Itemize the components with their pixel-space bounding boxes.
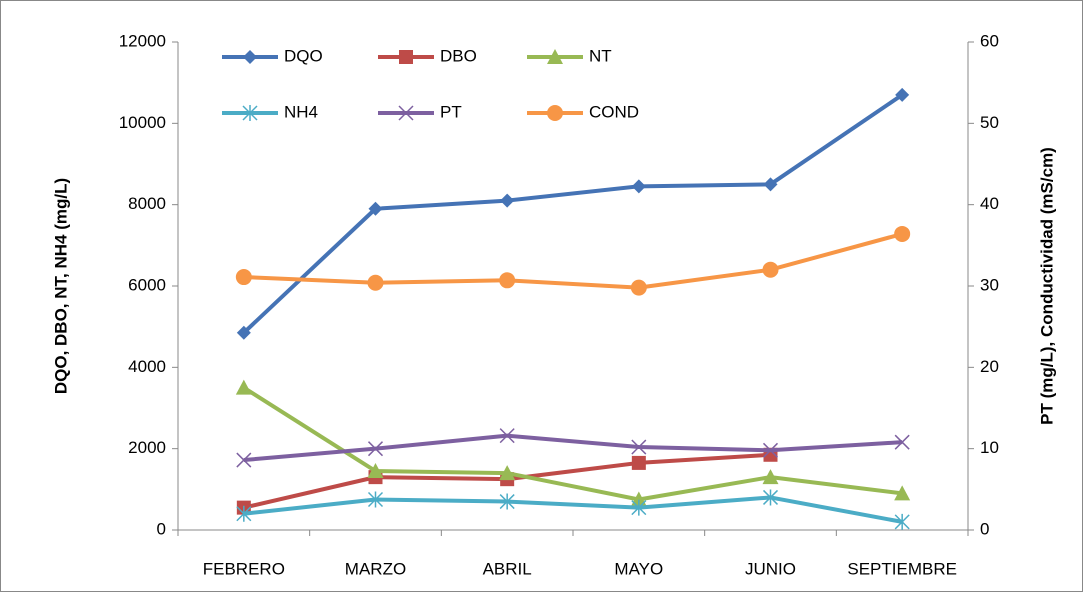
marker <box>236 505 252 522</box>
y-tick-label: 8000 <box>128 194 166 213</box>
legend-label: COND <box>589 102 639 121</box>
marker <box>763 177 778 192</box>
marker <box>367 463 384 479</box>
y-tick-label: 6000 <box>128 275 166 294</box>
y-tick-label: 10000 <box>119 113 166 132</box>
marker <box>762 442 779 458</box>
marker <box>242 105 258 121</box>
y2-axis-title: PT (mg/L), Conductividad (mS/cm) <box>1037 147 1056 425</box>
marker <box>762 469 779 485</box>
marker <box>894 434 910 450</box>
marker <box>762 489 779 506</box>
legend-label: NT <box>589 46 612 65</box>
y2-tick-label: 50 <box>980 113 999 132</box>
marker <box>499 465 516 481</box>
marker <box>236 325 251 340</box>
x-tick-label: MAYO <box>614 559 663 578</box>
y2-tick-label: 20 <box>980 357 999 376</box>
series-line <box>243 495 903 524</box>
marker <box>499 272 516 289</box>
marker <box>243 50 257 64</box>
marker <box>500 193 515 208</box>
y2-tick-label: 60 <box>980 31 999 50</box>
marker <box>399 50 413 64</box>
y-tick-label: 0 <box>157 519 166 538</box>
series-line <box>242 93 904 335</box>
y2-tick-label: 30 <box>980 275 999 294</box>
marker <box>367 274 384 291</box>
marker <box>894 513 910 530</box>
marker <box>236 452 252 468</box>
marker <box>895 87 910 102</box>
legend-label: NH4 <box>284 102 318 121</box>
series-line <box>242 385 903 502</box>
marker <box>367 441 384 457</box>
marker <box>894 485 911 501</box>
marker <box>894 225 911 242</box>
x-tick-label: MARZO <box>345 559 406 578</box>
series-line <box>243 433 903 463</box>
marker <box>631 439 647 455</box>
marker <box>547 49 563 64</box>
marker <box>235 269 252 286</box>
y-tick-label: 2000 <box>128 438 166 457</box>
marker <box>630 279 647 296</box>
marker <box>499 428 515 444</box>
marker <box>631 499 647 516</box>
marker <box>368 201 383 216</box>
y-tick-label: 4000 <box>128 357 166 376</box>
legend-label: DQO <box>284 46 323 65</box>
y2-tick-label: 40 <box>980 194 999 213</box>
series-line <box>243 232 903 290</box>
legend-label: DBO <box>440 46 477 65</box>
marker <box>398 105 414 121</box>
marker <box>235 379 252 395</box>
marker <box>499 493 515 510</box>
x-tick-label: SEPTIEMBRE <box>847 559 957 578</box>
y-tick-label: 12000 <box>119 31 166 50</box>
marker <box>547 105 563 121</box>
marker <box>631 179 646 194</box>
marker <box>367 491 384 508</box>
y-axis-title: DQO, DBO, NT, NH4 (mg/L) <box>51 178 70 394</box>
x-tick-label: FEBRERO <box>203 559 285 578</box>
y2-tick-label: 0 <box>980 519 989 538</box>
legend-label: PT <box>440 102 462 121</box>
y2-tick-label: 10 <box>980 438 999 457</box>
marker <box>762 261 779 278</box>
marker <box>631 455 646 470</box>
x-tick-label: JUNIO <box>745 559 796 578</box>
x-tick-label: ABRIL <box>483 559 532 578</box>
